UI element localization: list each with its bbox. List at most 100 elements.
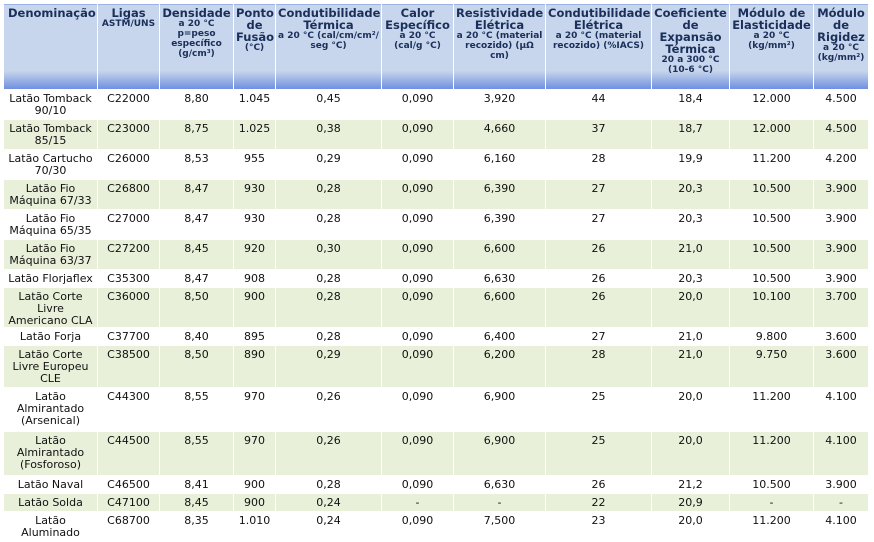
alloy-name-cell: Latão Corte Livre Europeu CLE: [3, 345, 98, 388]
table-row: Latão Naval C46500 8,41 900 0,28 0,090 6,630 26…: [3, 475, 869, 494]
table-cell: 970: [233, 431, 276, 476]
table-cell: 28: [545, 149, 652, 180]
col-header-resistividade-eletrica: Resistividade Elétrica a 20 °C (material …: [453, 3, 546, 90]
table-cell: C36000: [97, 287, 160, 328]
table-cell: 6,390: [453, 179, 546, 210]
table-cell: 6,390: [453, 209, 546, 240]
table-cell: 0,090: [381, 287, 454, 328]
table-cell: 7,500: [453, 511, 546, 542]
table-cell: 27: [545, 209, 652, 240]
table-cell: 27: [545, 327, 652, 346]
table-cell: 26: [545, 239, 652, 270]
table-cell: 0,28: [275, 209, 382, 240]
alloy-name-cell: Latão Cartucho 70/30: [3, 149, 98, 180]
table-row: Latão Corte Livre Europeu CLE C38500 8,50 8…: [3, 345, 869, 388]
table-cell: C26000: [97, 149, 160, 180]
table-cell: 21,0: [651, 345, 730, 388]
table-cell: 0,090: [381, 327, 454, 346]
table-cell: 4.100: [813, 387, 869, 432]
table-cell: 920: [233, 239, 276, 270]
table-cell: 12.000: [729, 119, 814, 150]
table-cell: 0,45: [275, 89, 382, 120]
table-cell: 0,090: [381, 209, 454, 240]
alloy-name-cell: Latão Aluminado: [3, 511, 98, 542]
header-row: Denominação Ligas ASTM/UNS Densidade a 20 …: [3, 3, 869, 90]
table-cell: 11.200: [729, 149, 814, 180]
table-row: Latão Florjaflex C35300 8,47 908 0,28 0,090 6,…: [3, 269, 869, 288]
table-cell: 6,160: [453, 149, 546, 180]
col-header-ponto-fusao: Ponto de Fusão (°C): [233, 3, 276, 90]
table-cell: 21,2: [651, 475, 730, 494]
table-cell: 3,920: [453, 89, 546, 120]
table-cell: 8,55: [159, 431, 234, 476]
table-row: Latão Tomback 90/10 C22000 8,80 1.045 0,45 0,…: [3, 89, 869, 120]
table-cell: 18,7: [651, 119, 730, 150]
alloy-name-cell: Latão Almirantado (Arsenical): [3, 387, 98, 432]
table-cell: 0,090: [381, 149, 454, 180]
col-header-ligas: Ligas ASTM/UNS: [97, 3, 160, 90]
table-cell: 1.045: [233, 89, 276, 120]
alloy-name-cell: Latão Fio Máquina 67/33: [3, 179, 98, 210]
table-cell: 900: [233, 493, 276, 512]
table-cell: 3.600: [813, 345, 869, 388]
table-cell: 908: [233, 269, 276, 288]
table-cell: 4.100: [813, 431, 869, 476]
table-cell: 9.750: [729, 345, 814, 388]
table-cell: 6,600: [453, 239, 546, 270]
table-cell: 3.900: [813, 179, 869, 210]
table-cell: 6,200: [453, 345, 546, 388]
table-cell: 10.500: [729, 239, 814, 270]
table-cell: 27: [545, 179, 652, 210]
table-row: Latão Almirantado (Arsenical) C44300 8,55 9…: [3, 387, 869, 432]
table-cell: 20,0: [651, 511, 730, 542]
table-cell: C68700: [97, 511, 160, 542]
table-cell: 0,38: [275, 119, 382, 150]
table-cell: 26: [545, 475, 652, 494]
table-cell: 8,75: [159, 119, 234, 150]
table-cell: 0,090: [381, 387, 454, 432]
table-cell: 8,47: [159, 209, 234, 240]
table-cell: 6,900: [453, 431, 546, 476]
col-header-condutibilidade-eletrica: Condutibilidade Elétrica a 20 °C (materia…: [545, 3, 652, 90]
table-cell: 930: [233, 179, 276, 210]
alloy-name-cell: Latão Corte Livre Americano CLA: [3, 287, 98, 328]
table-row: Latão Almirantado (Fosforoso) C44500 8,55 9…: [3, 431, 869, 476]
table-row: Latão Aluminado C68700 8,35 1.010 0,24 0,090 7…: [3, 511, 869, 542]
table-cell: -: [453, 493, 546, 512]
table-cell: 8,50: [159, 345, 234, 388]
table-row: Latão Fio Máquina 67/33 C26800 8,47 930 0,28…: [3, 179, 869, 210]
table-cell: 10.500: [729, 209, 814, 240]
table-cell: 44: [545, 89, 652, 120]
table-cell: -: [381, 493, 454, 512]
table-cell: 8,45: [159, 239, 234, 270]
table-cell: 3.900: [813, 475, 869, 494]
table-cell: 0,090: [381, 239, 454, 270]
table-cell: 3.900: [813, 239, 869, 270]
table-cell: C46500: [97, 475, 160, 494]
table-cell: 3.900: [813, 269, 869, 288]
table-cell: 0,090: [381, 345, 454, 388]
table-cell: 6,630: [453, 269, 546, 288]
table-row: Latão Tomback 85/15 C23000 8,75 1.025 0,38 0,…: [3, 119, 869, 150]
table-cell: 8,35: [159, 511, 234, 542]
table-cell: C23000: [97, 119, 160, 150]
table-cell: 0,090: [381, 475, 454, 494]
table-cell: 10.100: [729, 287, 814, 328]
table-cell: 12.000: [729, 89, 814, 120]
table-cell: 4,660: [453, 119, 546, 150]
table-cell: 0,24: [275, 511, 382, 542]
table-row: Latão Corte Livre Americano CLA C36000 8,5…: [3, 287, 869, 328]
col-header-condutibilidade-termica: Condutibilidade Térmica a 20 °C (cal/cm/c…: [275, 3, 382, 90]
table-body: Latão Tomback 90/10 C22000 8,80 1.045 0,45 0,…: [3, 89, 869, 542]
table-cell: 6,400: [453, 327, 546, 346]
table-cell: 20,0: [651, 431, 730, 476]
table-cell: 25: [545, 431, 652, 476]
alloy-name-cell: Latão Almirantado (Fosforoso): [3, 431, 98, 476]
table-cell: 37: [545, 119, 652, 150]
table-cell: 0,24: [275, 493, 382, 512]
col-header-coeficiente-expansao: Coeficiente de Expansão Térmica 20 a 300 …: [651, 3, 730, 90]
table-cell: 8,50: [159, 287, 234, 328]
table-cell: 0,090: [381, 89, 454, 120]
table-cell: C47100: [97, 493, 160, 512]
table-cell: 3.700: [813, 287, 869, 328]
